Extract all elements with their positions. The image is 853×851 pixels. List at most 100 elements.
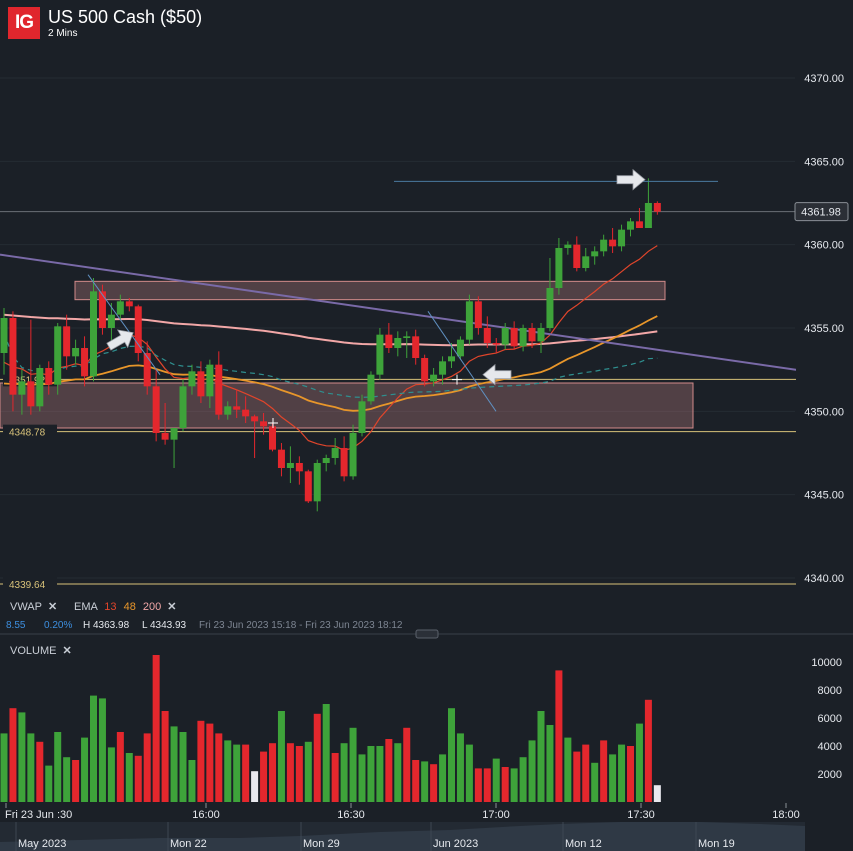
time-tick-label: 17:30 <box>627 809 655 821</box>
volume-bar <box>286 743 294 802</box>
candle-body <box>45 368 53 385</box>
candle-body <box>394 338 402 348</box>
left-arrow-icon <box>482 363 512 386</box>
volume-bar <box>179 732 187 802</box>
candle-body <box>125 301 133 307</box>
candlestick-series <box>0 178 661 512</box>
price-tick-label: 4370.00 <box>804 73 844 85</box>
candle-body <box>197 371 205 397</box>
candle-body <box>9 318 17 395</box>
vwap-indicator-chip[interactable]: VWAP ✕ <box>10 600 57 613</box>
volume-bar <box>215 733 223 802</box>
price-level-label: 4348.78 <box>9 428 46 439</box>
volume-bar <box>644 699 652 802</box>
candle-body <box>188 371 196 387</box>
volume-bar <box>242 744 250 802</box>
price-tick-label: 4340.00 <box>804 573 844 585</box>
time-tick-label: 18:00 <box>772 809 800 821</box>
volume-bar <box>403 727 411 802</box>
candle-body <box>286 463 294 468</box>
helper-line <box>87 274 161 375</box>
ema-48-period: 48 <box>123 601 136 613</box>
volume-bar <box>27 733 35 802</box>
candle-body <box>564 244 572 248</box>
candle-body <box>269 426 276 450</box>
instrument-title[interactable]: US 500 Cash ($50) <box>48 7 203 27</box>
volume-bar <box>54 732 62 802</box>
price-change-percent: 0.20% <box>44 620 73 631</box>
navigator-label: May 2023 <box>18 838 66 850</box>
candle-body <box>134 306 142 353</box>
volume-bar <box>635 723 643 802</box>
volume-tick-label: 10000 <box>811 657 842 669</box>
volume-bars <box>0 655 661 802</box>
volume-bar <box>63 757 71 802</box>
volume-bar <box>609 754 617 802</box>
close-ema-icon[interactable]: ✕ <box>167 601 177 613</box>
candle-body <box>492 343 500 345</box>
candle-body <box>251 416 259 422</box>
support-resistance-zones <box>0 280 694 429</box>
timeframe-label[interactable]: 2 Mins <box>48 28 78 39</box>
candle-body <box>439 361 447 375</box>
candle-body <box>421 358 429 382</box>
volume-bar <box>421 761 429 802</box>
candle-body <box>376 334 384 375</box>
chart-header: IG US 500 Cash ($50) 2 Mins <box>0 0 853 44</box>
navigator-series <box>0 822 805 851</box>
candle-body <box>519 328 527 347</box>
ema-indicator-chip[interactable]: EMA 13 48 200 ✕ <box>74 600 177 613</box>
navigator-mask <box>805 822 853 851</box>
candle-body <box>555 248 563 288</box>
candle-body <box>600 239 608 252</box>
helper-line <box>427 311 497 412</box>
volume-bar <box>385 739 393 802</box>
close-vwap-icon[interactable]: ✕ <box>48 601 58 613</box>
trend-line <box>0 253 853 379</box>
volume-bar <box>322 704 330 802</box>
arrow-up-right-icon <box>106 329 134 351</box>
level-label-bg <box>3 577 57 591</box>
volume-bar <box>412 760 420 802</box>
candle-body <box>537 328 545 342</box>
volume-bar <box>537 711 545 802</box>
volume-bar <box>45 765 53 802</box>
volume-bar <box>260 751 268 802</box>
volume-bar <box>188 760 196 802</box>
time-axis[interactable]: Fri 23 Jun :30 16:00 16:30 17:00 17:30 18:00 <box>5 803 800 821</box>
navigator[interactable]: May 2023 Mon 22 Mon 29 Jun 2023 Mon 12 Mon 19 <box>0 822 853 851</box>
candle-body <box>18 381 26 395</box>
volume-bar <box>143 733 151 802</box>
crosshair-icon <box>452 374 462 385</box>
resistance-zone <box>74 280 666 301</box>
candle-body <box>322 458 330 463</box>
volume-bar <box>295 746 303 802</box>
volume-bar <box>519 757 527 802</box>
volume-bar <box>81 737 89 802</box>
volume-bar <box>107 747 115 802</box>
volume-bar <box>448 708 455 802</box>
current-price-tag <box>794 202 849 222</box>
volume-bar <box>627 746 634 802</box>
volume-bar <box>492 758 500 802</box>
candle-body <box>340 448 348 477</box>
volume-bar <box>9 708 17 802</box>
candle-body <box>260 421 268 427</box>
volume-label: VOLUME <box>10 645 57 657</box>
candle-body <box>618 229 626 247</box>
volume-bar <box>251 771 259 802</box>
volume-bar <box>72 760 80 802</box>
price-axis[interactable]: 4340.00 4345.00 4350.00 4355.00 4360.00 4365.… <box>794 44 853 594</box>
volume-bar <box>573 751 581 802</box>
price-tick-label: 4355.00 <box>804 323 844 335</box>
volume-bar <box>233 744 241 802</box>
ema-48-line <box>3 315 658 412</box>
candle-body <box>412 336 420 358</box>
session-high: H 4363.98 <box>83 620 130 631</box>
candle-body <box>277 449 285 468</box>
volume-bar <box>483 768 491 802</box>
close-volume-icon[interactable]: ✕ <box>62 645 72 657</box>
price-change: 8.55 <box>6 620 26 631</box>
volume-indicator-chip[interactable]: VOLUME ✕ <box>10 644 72 657</box>
